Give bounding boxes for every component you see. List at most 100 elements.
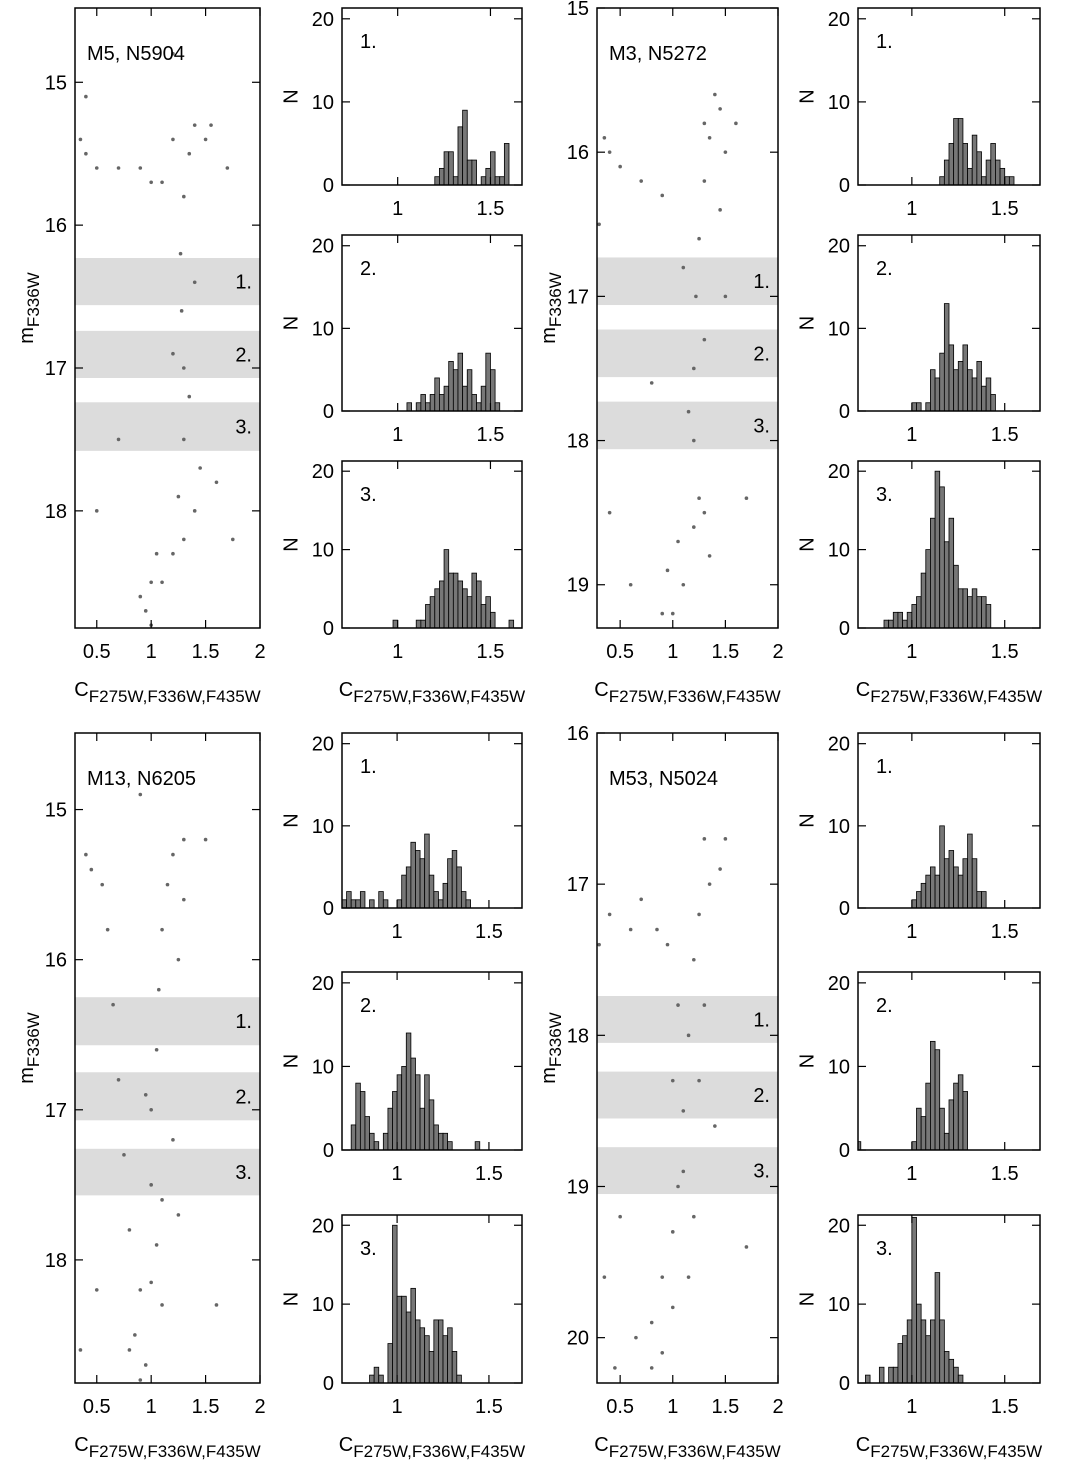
point [143,1363,148,1367]
plot-area [911,825,987,908]
point [702,510,707,515]
bar [962,143,968,185]
bar [456,1374,462,1383]
x-tick-label: 1 [392,1396,403,1418]
point [649,1366,654,1370]
y-tick-label: 18 [45,501,67,523]
bar [995,159,1001,185]
point [84,852,88,857]
band-label: 3. [753,415,770,437]
bar [443,151,450,185]
bar [401,874,407,908]
bar [369,899,375,908]
y-tick-label: 20 [567,1328,589,1350]
bar [957,588,964,628]
point [116,437,121,442]
x-tick-label: 1 [906,1396,917,1418]
panel: 2. N 1 1.5 0 10 20 [796,234,1041,446]
band-label: 2. [235,344,252,366]
plot-area [75,792,260,1382]
bar [438,899,444,908]
panel-title: M13, N6205 [87,768,196,790]
point [94,1288,99,1292]
point [149,1183,153,1187]
point [670,1230,675,1234]
x-axis-label-sub: F275W,F336W,F435W [609,1442,781,1461]
point [697,236,701,241]
point [628,927,633,932]
point [156,987,161,992]
y-tick-label: 18 [567,431,589,453]
y-axis-label-main: m [538,1067,560,1084]
band [597,329,778,378]
bar [943,1132,950,1150]
point [649,1320,654,1325]
plot-area [75,51,260,627]
y-axis-label: N [796,316,818,330]
y-tick-label: 20 [312,973,334,995]
plot-area [434,109,510,185]
panel-annotation: 3. [876,1238,893,1260]
y-axis-label: N [796,813,818,827]
bar [457,126,464,185]
y-tick-label: 10 [828,816,850,838]
y-axis-label: N [280,316,302,330]
x-axis-label-main: C [856,679,870,701]
bar [930,1319,936,1383]
bar [457,580,464,628]
x-tick-label: 1 [667,1396,678,1418]
plot-area [911,303,996,411]
point [686,1275,691,1279]
bar [967,369,973,411]
y-tick-label: 0 [323,401,334,423]
point [607,510,612,515]
bar [392,1091,398,1150]
y-axis-label-main: m [16,327,38,344]
bar [976,361,982,411]
bar [930,517,936,628]
bar [369,1132,375,1150]
point [676,539,680,544]
bar [415,1319,421,1383]
band [75,1072,260,1121]
bar [471,394,477,411]
y-tick-label: 17 [567,286,589,308]
bar [948,850,955,908]
y-axis-label-sub: F336W [24,1012,43,1067]
x-tick-label: 2 [772,1396,783,1418]
point [665,942,670,947]
point [618,1214,622,1219]
bar [934,874,941,908]
bar [939,486,945,628]
point [182,537,186,542]
bar [943,303,950,411]
bar [485,352,491,411]
point [149,180,153,185]
bar [981,176,987,185]
bar [939,1319,945,1383]
point [723,837,728,841]
bar [948,1099,955,1150]
bar [962,588,968,628]
plot-area [597,92,778,616]
bar [920,1116,927,1150]
x-tick-label: 1 [146,641,157,663]
bar [387,1343,393,1383]
y-axis-label: N [280,1292,302,1306]
bar [433,1319,439,1383]
bar [934,1272,941,1383]
y-tick-label: 17 [45,1100,67,1122]
panel-title: M5, N5904 [87,43,185,65]
bar [451,1351,458,1383]
y-axis-label: mF336W [16,272,43,343]
point [187,151,192,156]
frame [341,1214,523,1384]
x-axis-label-sub: F275W,F336W,F435W [353,687,525,706]
bar [443,549,450,628]
bar [934,377,941,411]
bar [480,604,487,628]
x-axis-label-main: C [594,1434,608,1456]
band-label: 2. [753,343,770,365]
y-axis-label-sub: F336W [546,1012,565,1067]
